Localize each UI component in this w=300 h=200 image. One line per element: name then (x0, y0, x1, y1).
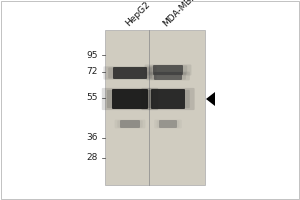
FancyBboxPatch shape (103, 66, 157, 80)
FancyBboxPatch shape (107, 90, 153, 108)
FancyBboxPatch shape (149, 65, 187, 75)
Text: 95: 95 (86, 50, 98, 60)
FancyBboxPatch shape (150, 72, 186, 80)
FancyBboxPatch shape (117, 120, 143, 128)
Text: 28: 28 (87, 154, 98, 162)
FancyBboxPatch shape (145, 65, 191, 75)
FancyBboxPatch shape (146, 72, 190, 80)
FancyBboxPatch shape (153, 65, 183, 75)
Bar (105, 30, 205, 185)
Text: 36: 36 (86, 134, 98, 142)
FancyBboxPatch shape (146, 90, 190, 108)
Text: 72: 72 (87, 68, 98, 76)
Polygon shape (206, 92, 215, 106)
FancyBboxPatch shape (157, 120, 179, 128)
FancyBboxPatch shape (102, 88, 158, 110)
FancyBboxPatch shape (112, 89, 148, 109)
FancyBboxPatch shape (120, 120, 140, 128)
FancyBboxPatch shape (113, 67, 147, 79)
FancyBboxPatch shape (151, 89, 185, 109)
FancyBboxPatch shape (159, 120, 177, 128)
Text: MDA-MB231: MDA-MB231 (162, 0, 207, 28)
FancyBboxPatch shape (154, 120, 182, 128)
Text: HepG2: HepG2 (124, 0, 152, 28)
FancyBboxPatch shape (141, 88, 195, 110)
FancyBboxPatch shape (154, 72, 182, 80)
Text: 55: 55 (86, 94, 98, 102)
FancyBboxPatch shape (108, 67, 152, 79)
FancyBboxPatch shape (115, 120, 146, 128)
